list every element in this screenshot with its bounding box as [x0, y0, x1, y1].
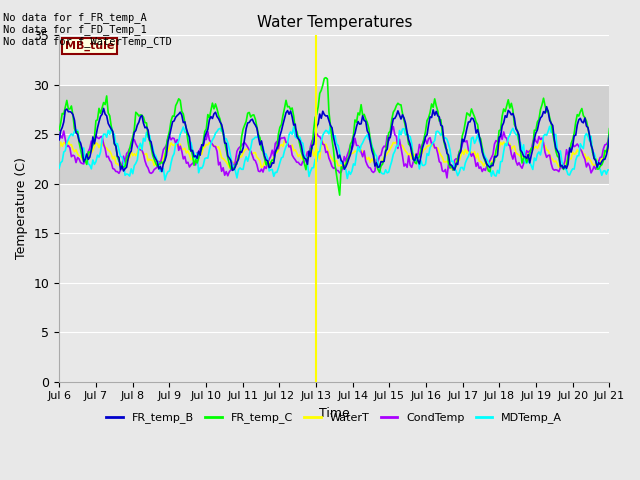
Text: No data for f_WaterTemp_CTD: No data for f_WaterTemp_CTD [3, 36, 172, 47]
Text: MB_tule: MB_tule [65, 41, 114, 51]
Title: Water Temperatures: Water Temperatures [257, 15, 412, 30]
Y-axis label: Temperature (C): Temperature (C) [15, 157, 28, 259]
Legend: FR_temp_B, FR_temp_C, WaterT, CondTemp, MDTemp_A: FR_temp_B, FR_temp_C, WaterT, CondTemp, … [102, 408, 566, 428]
Text: No data for f_FR_temp_A: No data for f_FR_temp_A [3, 12, 147, 23]
Text: No data for f_FD_Temp_1: No data for f_FD_Temp_1 [3, 24, 147, 35]
X-axis label: Time: Time [319, 407, 349, 420]
Bar [59, 85, 609, 184]
